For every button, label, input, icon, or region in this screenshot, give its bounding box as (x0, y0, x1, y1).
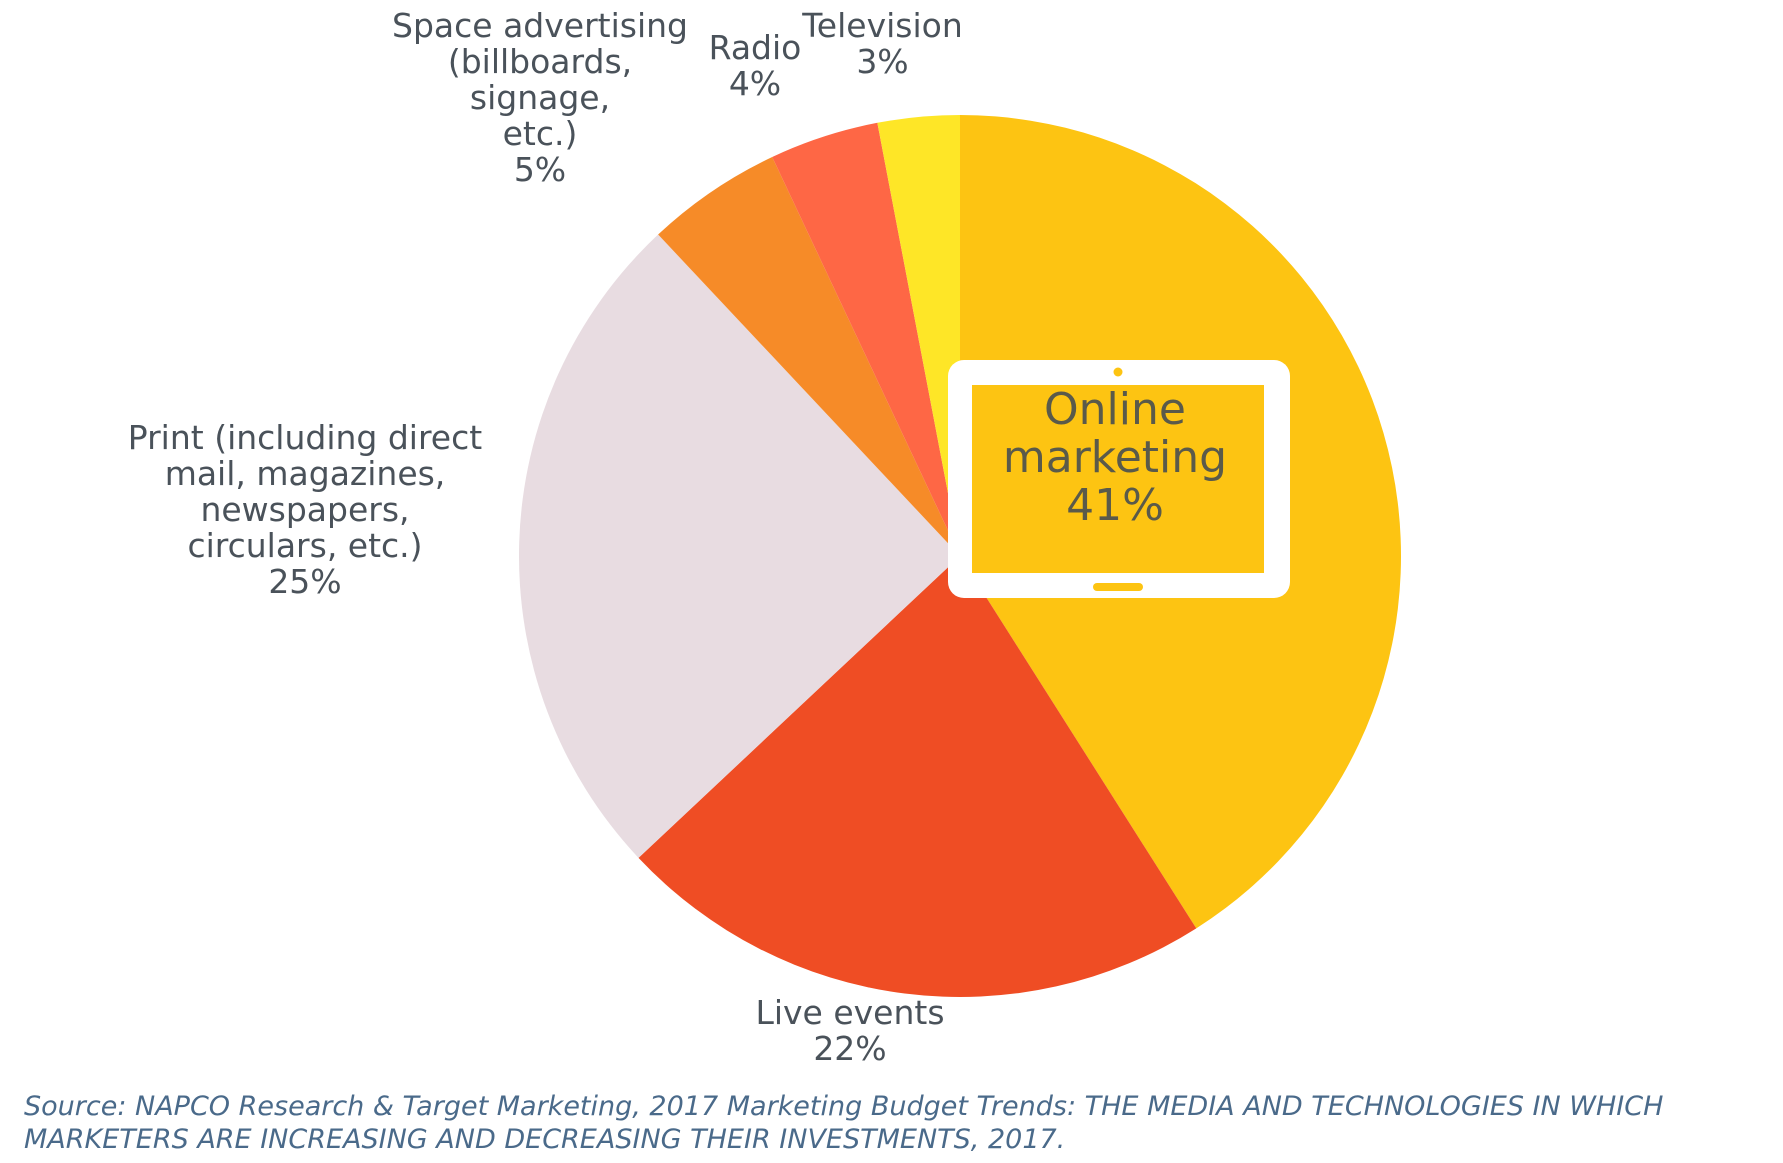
pie-slices (518, 115, 1402, 998)
slice-label-name: Online marketing (1002, 384, 1228, 483)
slice-label-name: Live events (755, 993, 945, 1032)
source-note: Source: NAPCO Research & Target Marketin… (24, 1091, 1664, 1155)
pie-slice-live-events (638, 556, 1197, 998)
pie-slice-print-including-direct (518, 234, 960, 858)
slice-label-online-marketing: Online marketing 41% (970, 386, 1260, 530)
slice-label-value: 5% (513, 150, 567, 189)
slice-label-television: Television 3% (800, 8, 965, 80)
tablet-icon (948, 360, 1290, 598)
pie-slice-radio (772, 122, 960, 556)
slice-label-name: Television (802, 6, 963, 45)
slice-label-value: 41% (1066, 480, 1164, 531)
slice-label-value: 4% (728, 64, 782, 103)
slice-label-value: 3% (856, 42, 909, 81)
pie-slice-space-advertising (658, 156, 960, 556)
slice-label-print: Print (including direct mail, magazines,… (120, 420, 490, 600)
slice-label-radio: Radio 4% (700, 30, 810, 102)
slice-label-name: Print (including direct mail, magazines,… (127, 418, 483, 565)
slice-label-name: Radio (708, 28, 802, 67)
slice-label-live-events: Live events 22% (700, 995, 1000, 1067)
slice-label-space-advertising: Space advertising (billboards, signage, … (375, 8, 705, 188)
slice-label-value: 22% (813, 1029, 887, 1068)
pie-slice-television (877, 115, 960, 556)
slice-label-name: Space advertising (billboards, signage, … (392, 6, 688, 153)
slice-label-value: 25% (268, 562, 342, 601)
